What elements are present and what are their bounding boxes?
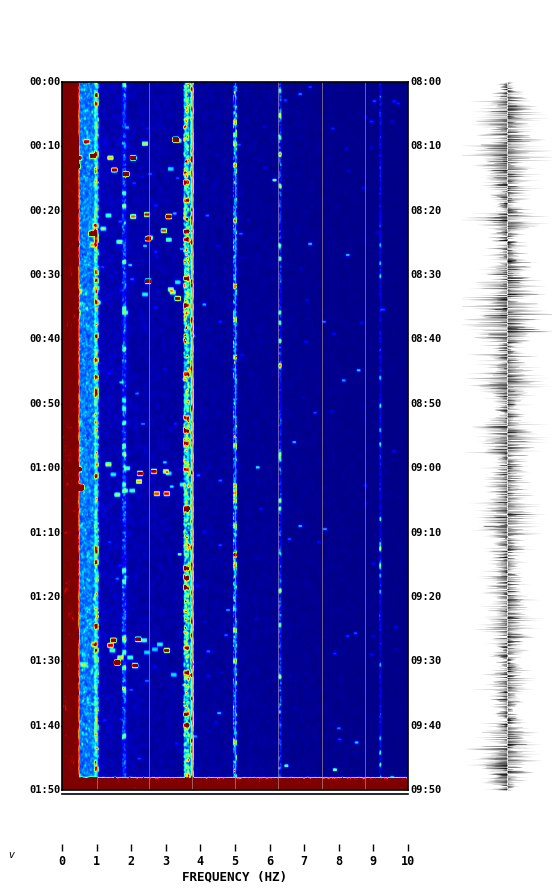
Text: 09:50: 09:50 [411, 785, 442, 795]
Text: 01:50: 01:50 [29, 785, 61, 795]
Text: 00:10: 00:10 [29, 141, 61, 152]
Text: 00:40: 00:40 [29, 334, 61, 344]
Text: 01:40: 01:40 [29, 721, 61, 731]
Text: 09:30: 09:30 [411, 657, 442, 666]
Text: 09:10: 09:10 [411, 527, 442, 538]
Text: 01:00: 01:00 [29, 463, 61, 473]
Text: 08:20: 08:20 [411, 206, 442, 216]
Text: 00:20: 00:20 [29, 206, 61, 216]
Text: 01:30: 01:30 [29, 657, 61, 666]
Text: 08:00: 08:00 [411, 77, 442, 87]
Text: 00:50: 00:50 [29, 399, 61, 409]
Text: 08:30: 08:30 [411, 270, 442, 280]
Text: 08:50: 08:50 [411, 399, 442, 409]
Text: 09:00: 09:00 [411, 463, 442, 473]
Text: 00:30: 00:30 [29, 270, 61, 280]
Text: 09:20: 09:20 [411, 592, 442, 602]
Text: 01:10: 01:10 [29, 527, 61, 538]
Text: 09:40: 09:40 [411, 721, 442, 731]
Text: 08:40: 08:40 [411, 334, 442, 344]
X-axis label: FREQUENCY (HZ): FREQUENCY (HZ) [183, 871, 288, 883]
Text: 01:20: 01:20 [29, 592, 61, 602]
Text: $\mathit{v}$: $\mathit{v}$ [8, 850, 16, 860]
Text: 00:00: 00:00 [29, 77, 61, 87]
Text: 08:10: 08:10 [411, 141, 442, 152]
